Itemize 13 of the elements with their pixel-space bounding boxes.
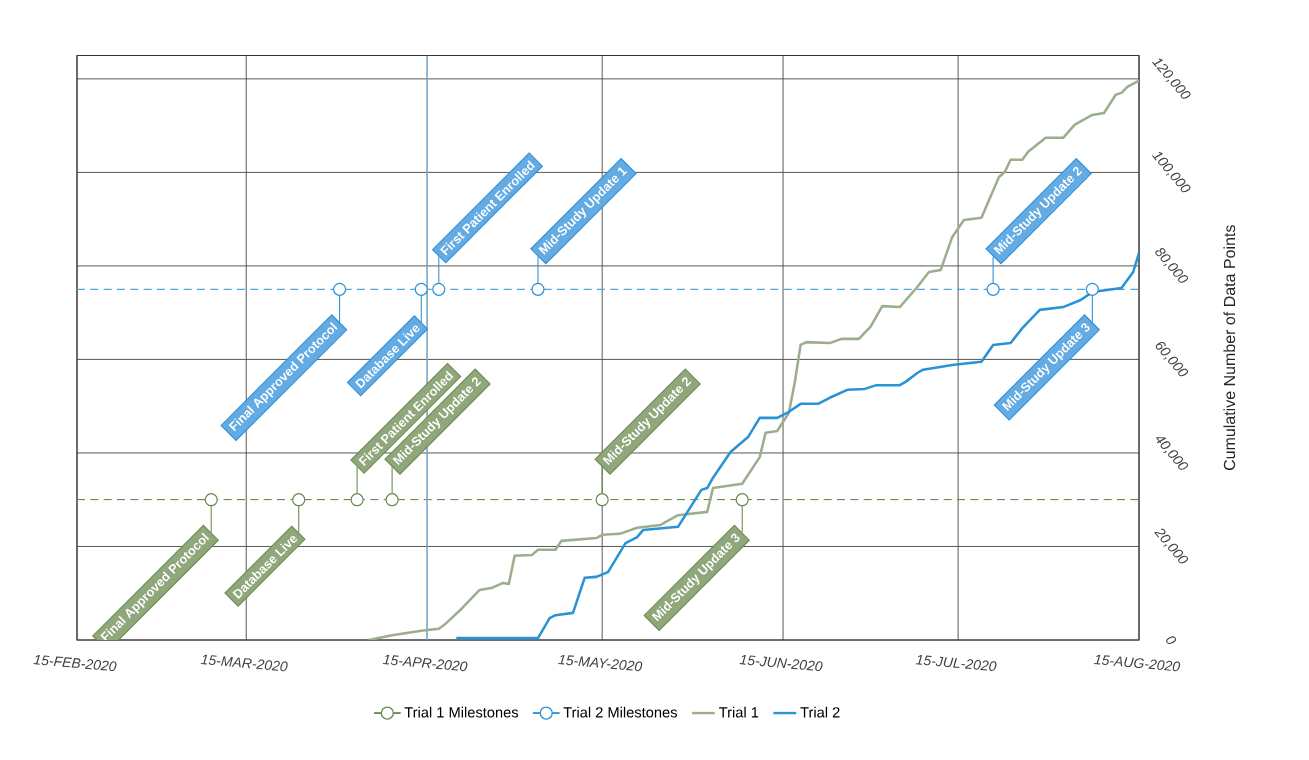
x-tick-label: 15-FEB-2020: [33, 654, 117, 672]
x-tick-label: 15-APR-2020: [382, 654, 468, 672]
x-tick-label: 15-JUL-2020: [915, 655, 997, 672]
legend-label: Trial 1 Milestones: [404, 706, 519, 718]
y-axis-title: Cumulative Number of Data Points: [1223, 225, 1236, 471]
x-tick-label: 15-AUG-2020: [1093, 654, 1181, 672]
legend-label: Trial 1: [719, 706, 759, 718]
x-tick-label: 15-MAY-2020: [558, 654, 643, 672]
y-tick-label: 0: [1166, 636, 1177, 645]
legend-label: Trial 2 Milestones: [563, 706, 677, 718]
x-tick-label: 15-MAR-2020: [200, 654, 288, 672]
legend-label: Trial 2: [800, 706, 840, 718]
x-tick-label: 15-JUN-2020: [739, 654, 823, 672]
